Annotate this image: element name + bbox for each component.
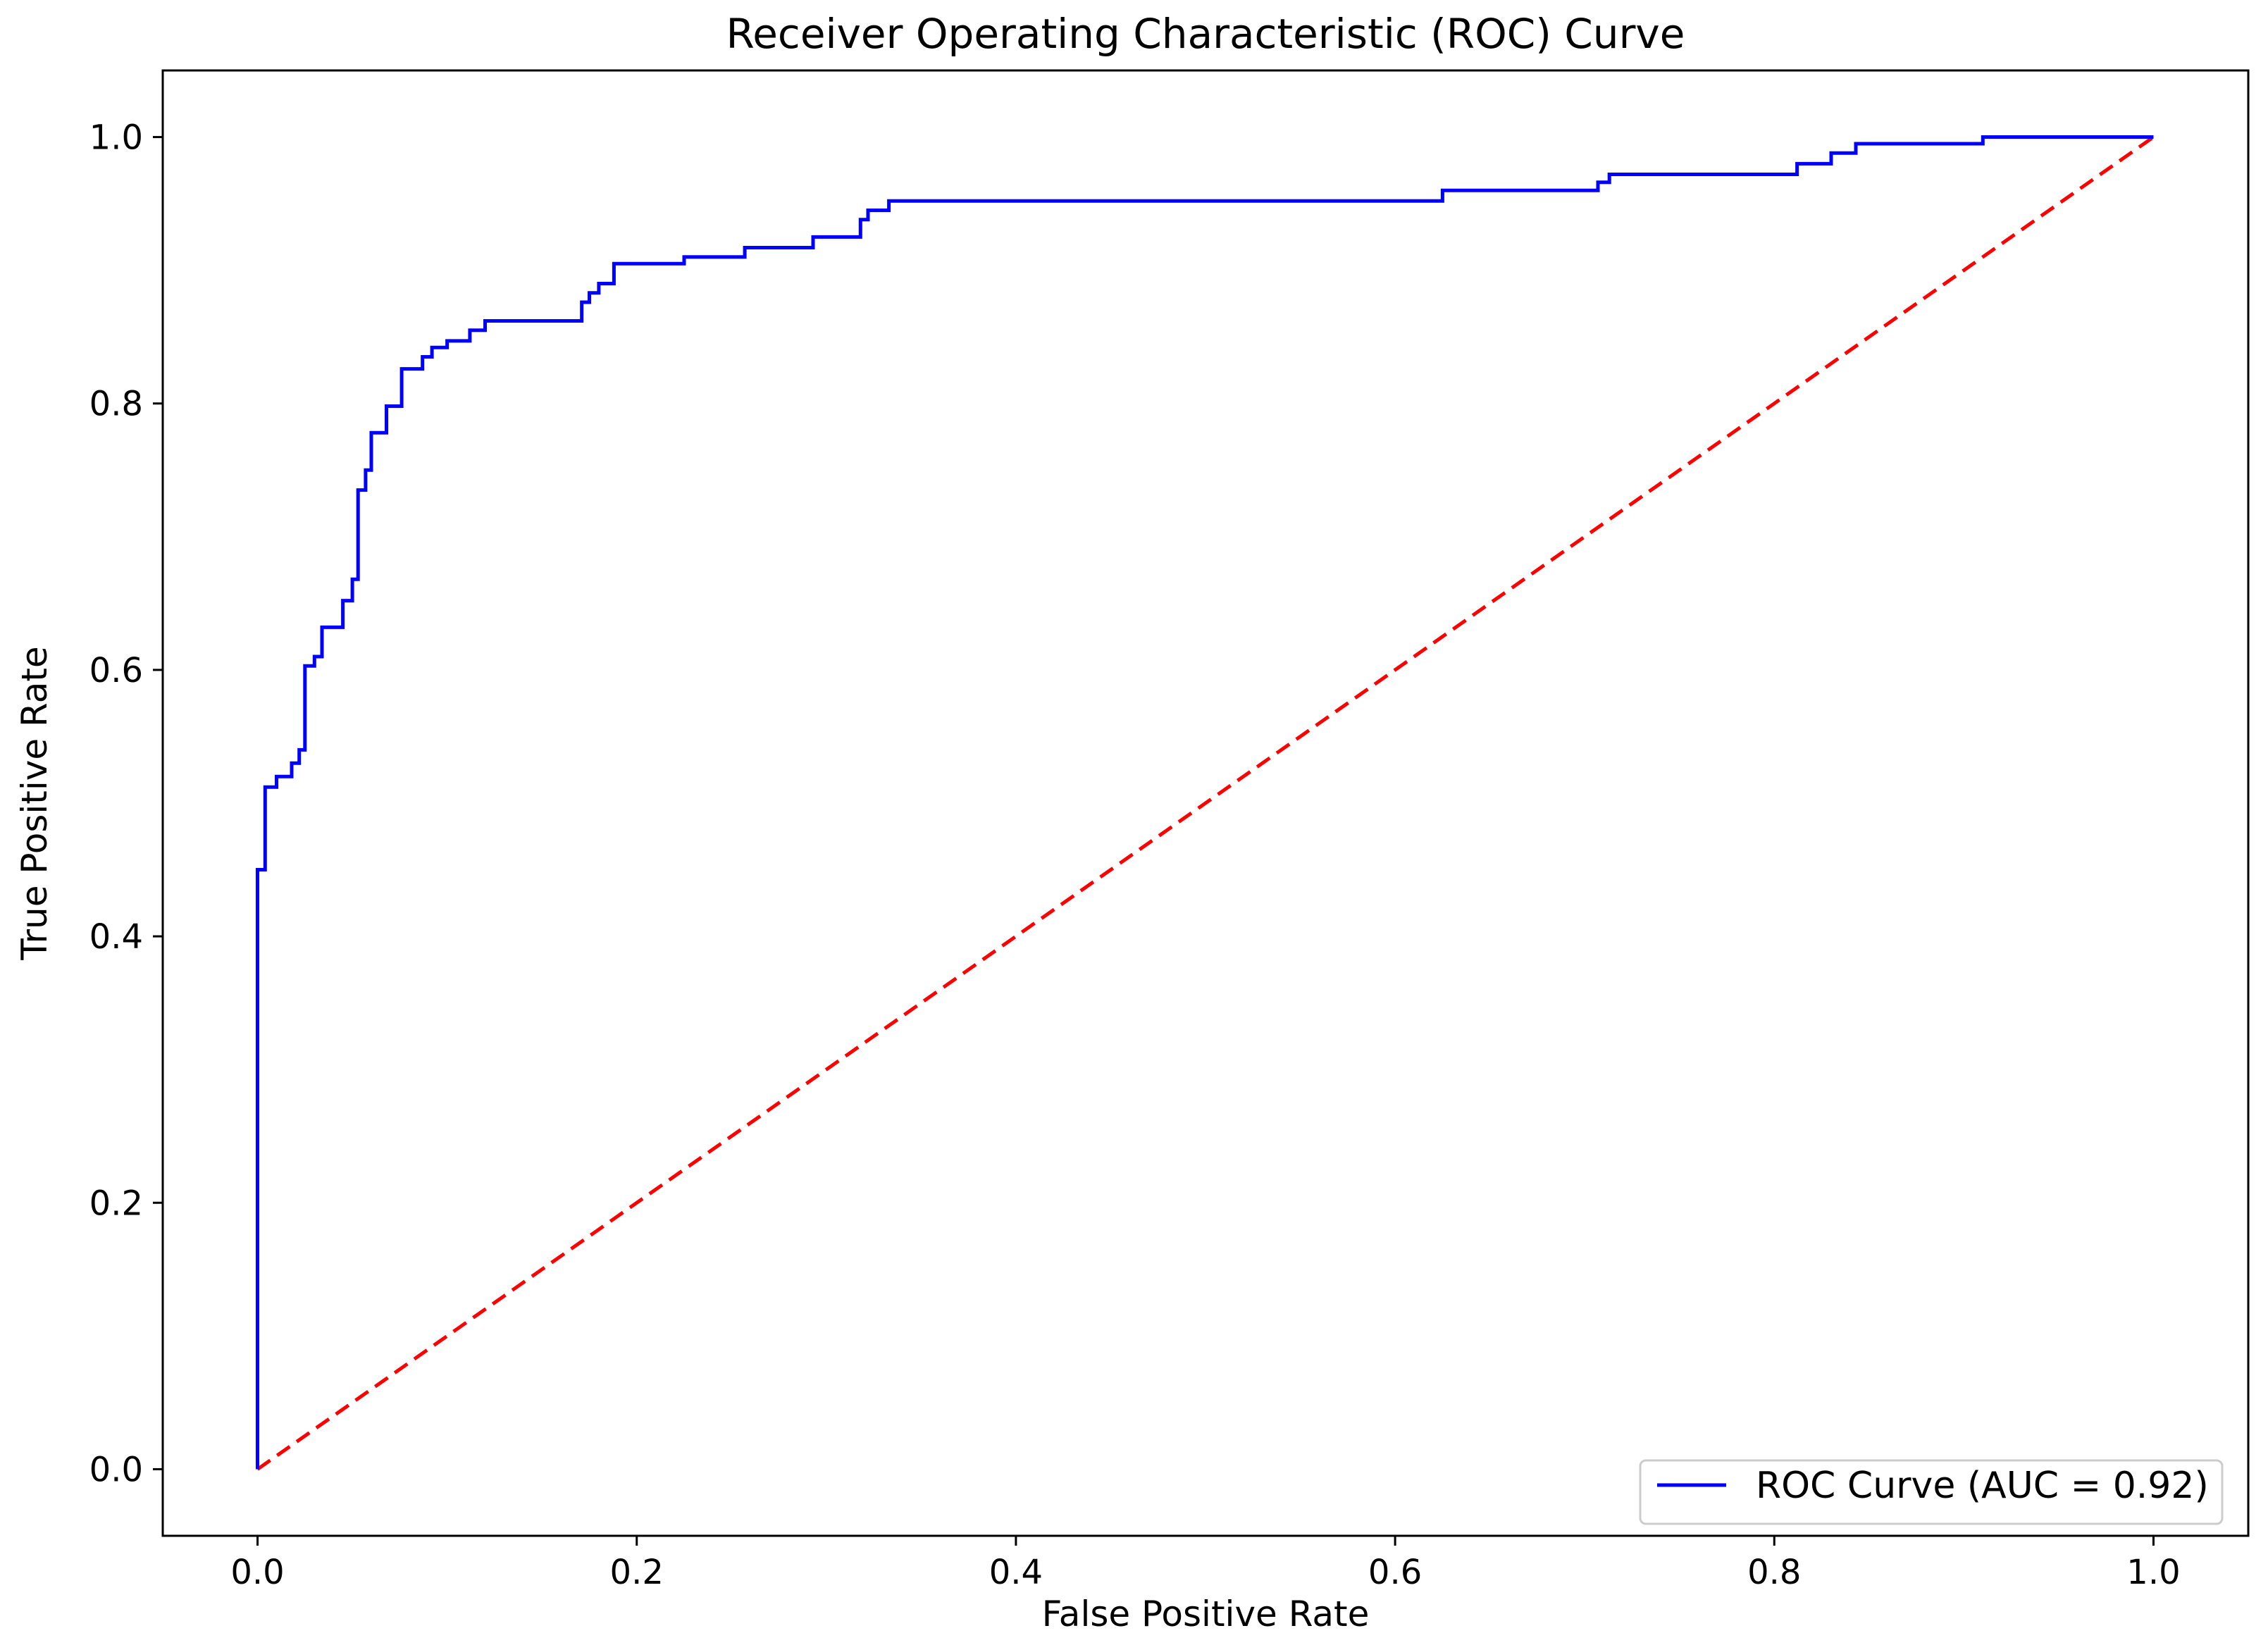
- x-tick-label: 0.8: [1747, 1553, 1801, 1592]
- x-tick-label: 1.0: [2126, 1553, 2180, 1592]
- x-tick-label: 0.4: [989, 1553, 1043, 1592]
- chart-title: Receiver Operating Characteristic (ROC) …: [726, 10, 1685, 58]
- y-tick-label: 0.6: [89, 651, 143, 690]
- plot-frame: [161, 69, 2250, 1537]
- x-tick-label: 0.6: [1368, 1553, 1422, 1592]
- legend: ROC Curve (AUC = 0.92): [1639, 1459, 2224, 1525]
- series-layer: [256, 135, 2155, 1471]
- x-tick-label: 0.2: [610, 1553, 664, 1592]
- chance-diagonal-line: [256, 135, 2155, 1471]
- roc-curve-line: [256, 135, 2154, 1470]
- legend-box: [1639, 1459, 2224, 1525]
- y-tick-label: 0.4: [89, 917, 143, 957]
- y-tick-label: 0.8: [89, 385, 143, 424]
- y-tick-label: 0.0: [89, 1450, 143, 1489]
- y-tick-label: 1.0: [89, 118, 143, 158]
- y-axis-label: True Positive Rate: [14, 646, 55, 960]
- x-axis-label: False Positive Rate: [1042, 1594, 1370, 1634]
- y-tick-label: 0.2: [89, 1184, 143, 1223]
- x-axis: 0.0 0.2 0.4 0.6 0.8 1.0: [230, 1536, 2181, 1592]
- y-axis: 0.0 0.2 0.4 0.6 0.8 1.0: [89, 118, 163, 1489]
- x-tick-label: 0.0: [230, 1553, 284, 1592]
- legend-label-roc-curve: ROC Curve (AUC = 0.92): [1756, 1465, 2209, 1507]
